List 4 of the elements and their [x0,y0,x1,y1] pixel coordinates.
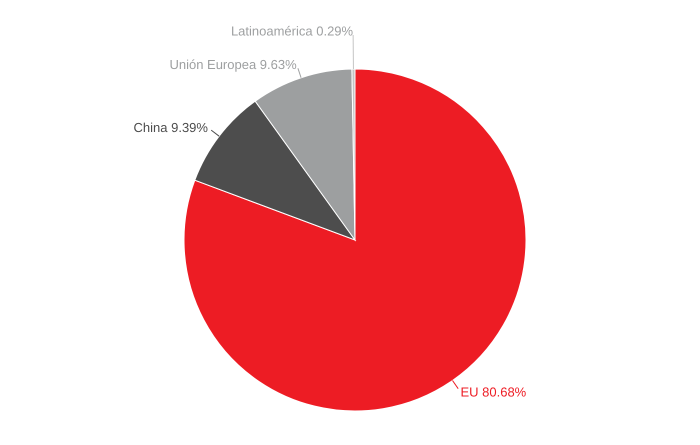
slice-label: EU 80.68% [460,384,527,400]
slice-label: Unión Europea 9.63% [169,56,298,72]
slice-label: Latinoamérica 0.29% [230,24,354,39]
slice-label: China 9.39% [134,120,208,136]
